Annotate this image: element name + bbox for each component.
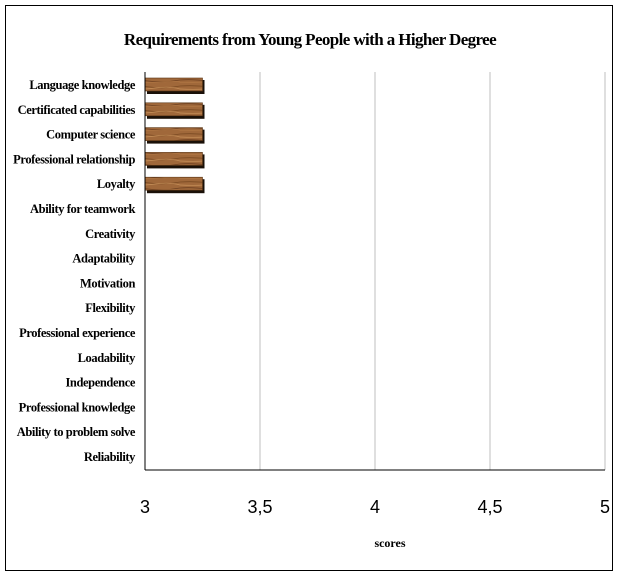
y-category-label: Loyalty <box>97 177 136 191</box>
x-tick-label: 3,5 <box>247 497 272 517</box>
bar <box>144 152 203 166</box>
y-category-label: Certificated capabilities <box>18 103 136 117</box>
y-category-label: Ability to problem solve <box>17 425 136 439</box>
bar <box>144 77 203 92</box>
y-category-label: Independence <box>65 376 135 390</box>
y-category-label: Computer science <box>46 128 136 142</box>
y-category-label: Professional knowledge <box>19 400 136 414</box>
y-category-label: Flexibility <box>85 301 136 315</box>
x-tick-label: 3 <box>140 497 150 517</box>
y-category-label: Motivation <box>80 276 135 290</box>
bar <box>144 127 203 141</box>
chart-title: Requirements from Young People with a Hi… <box>123 30 497 49</box>
bar <box>144 102 203 117</box>
y-category-label: Language knowledge <box>29 78 136 92</box>
bar <box>144 176 203 191</box>
y-category-label: Professional relationship <box>13 152 135 166</box>
y-category-label: Creativity <box>85 227 136 241</box>
y-category-label: Ability for teamwork <box>30 202 135 216</box>
y-category-label: Professional experience <box>19 326 136 340</box>
y-category-label: Reliability <box>84 450 136 464</box>
x-tick-label: 4,5 <box>477 497 502 517</box>
y-category-label: Loadability <box>78 351 137 365</box>
y-category-label: Adaptability <box>72 252 136 266</box>
x-axis-title: scores <box>374 536 406 550</box>
x-tick-label: 4 <box>370 497 380 517</box>
x-tick-label: 5 <box>600 497 610 517</box>
chart-frame <box>5 5 613 571</box>
